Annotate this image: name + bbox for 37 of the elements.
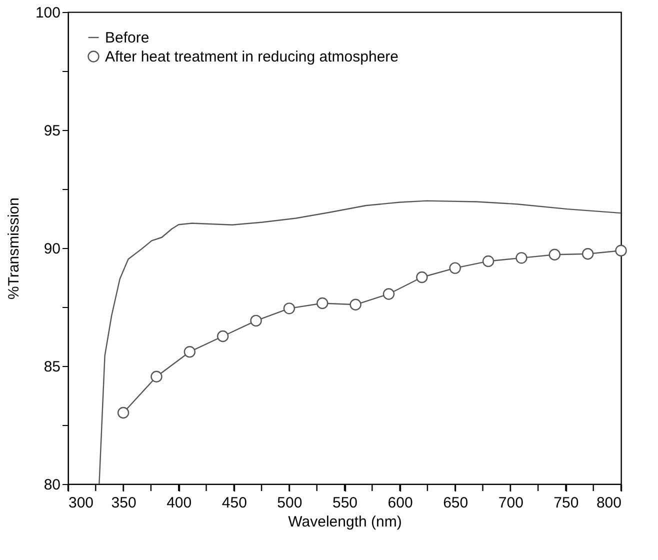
x-tick-label: 600 xyxy=(388,494,413,512)
x-tick-label: 700 xyxy=(498,494,524,512)
x-tick-label: 400 xyxy=(166,494,192,512)
x-tick-label: 300 xyxy=(68,494,94,512)
y-tick-label: 95 xyxy=(44,122,60,140)
line-series xyxy=(98,200,621,484)
point xyxy=(250,314,262,327)
x-tick-label: 450 xyxy=(222,494,247,512)
point xyxy=(416,271,428,284)
y-tick-label: 100 xyxy=(35,4,60,22)
point xyxy=(482,255,494,268)
x-tick-label: 800 xyxy=(596,494,622,512)
point xyxy=(316,297,328,310)
point xyxy=(382,288,395,300)
point xyxy=(150,370,162,382)
point xyxy=(615,244,627,256)
x-tick-label: 750 xyxy=(554,494,579,512)
x-axis-title: Wavelength (nm) xyxy=(288,514,402,530)
legend-label: After heat treatment in reducing atmosphere xyxy=(105,48,398,66)
legend-label: Before xyxy=(105,30,150,46)
point xyxy=(350,298,362,310)
y-tick-label: 80 xyxy=(44,476,60,494)
point xyxy=(184,346,196,358)
point xyxy=(449,262,461,274)
y-tick-label: 85 xyxy=(44,358,60,376)
point xyxy=(117,406,130,419)
y-axis-title: %Transmission xyxy=(5,198,22,300)
point xyxy=(548,248,560,260)
x-tick-label: 550 xyxy=(332,494,358,512)
x-tick-label: 350 xyxy=(111,494,136,512)
point xyxy=(516,252,528,264)
y-tick-label: 90 xyxy=(44,240,60,258)
x-tick-label: 500 xyxy=(277,494,302,512)
x-tick-label: 650 xyxy=(443,494,468,512)
point xyxy=(283,302,296,314)
point xyxy=(216,330,229,342)
point xyxy=(582,248,594,260)
